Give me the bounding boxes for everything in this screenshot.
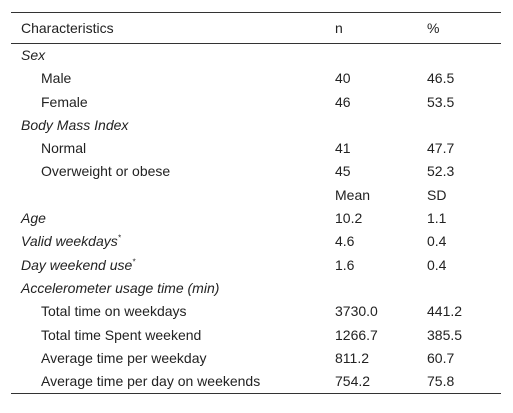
value-percent-or-sd: 1.1 [427, 210, 447, 227]
value-percent-or-sd: 441.2 [427, 303, 463, 320]
table-row: Average time per weekday 811.2 60.7 [11, 347, 501, 370]
footnote-marker: * [132, 257, 136, 267]
table-row: Accelerometer usage time (min) [11, 277, 501, 300]
row-label: Total time Spent weekend [41, 324, 201, 347]
table-row: Overweight or obese 45 52.3 [11, 160, 501, 183]
characteristics-table: Characteristics n % Sex Male 40 46.5 Female 4… [11, 12, 501, 395]
row-label: Overweight or obese [41, 160, 170, 183]
row-label-text: Accelerometer usage time (min) [21, 279, 220, 296]
row-label: Average time per weekday [41, 347, 207, 370]
table-row: Mean SD [11, 184, 501, 207]
value-percent-or-sd: 47.7 [427, 140, 455, 157]
value-n-or-mean: 1266.7 [335, 326, 378, 343]
value-n-or-mean: 10.2 [335, 210, 363, 227]
row-label-text: Average time per weekday [41, 349, 207, 366]
table-header-row: Characteristics n % [11, 13, 501, 44]
value-percent-or-sd: 60.7 [427, 349, 455, 366]
table-row: Valid weekdays* 4.6 0.4 [11, 230, 501, 253]
table-row: Female 46 53.5 [11, 91, 501, 114]
value-percent-or-sd: 0.4 [427, 233, 447, 250]
row-label-text: Total time Spent weekend [41, 326, 202, 343]
table-row: Total time on weekdays 3730.0 441.2 [11, 300, 501, 323]
value-percent-or-sd: 46.5 [427, 70, 455, 87]
header-n: n [335, 20, 343, 36]
row-label: Sex [21, 44, 45, 67]
table-row: Average time per day on weekends 754.2 75.… [11, 370, 501, 393]
value-n-or-mean: 41 [335, 140, 351, 157]
row-label-text: Age [21, 210, 46, 227]
value-n-or-mean: 40 [335, 70, 351, 87]
table-row: Age 10.2 1.1 [11, 207, 501, 230]
row-label-text: Sex [21, 47, 46, 63]
row-label-text: Overweight or obese [41, 163, 171, 180]
value-n-or-mean: 1.6 [335, 256, 355, 273]
row-label-text: Day weekend use [21, 256, 133, 273]
row-label: Female [41, 91, 88, 114]
table-row: Male 40 46.5 [11, 67, 501, 90]
row-label-text: Normal [41, 140, 87, 157]
value-n-or-mean: 46 [335, 93, 351, 110]
row-label: Accelerometer usage time (min) [21, 277, 219, 300]
table-row: Body Mass Index [11, 114, 501, 137]
value-percent-or-sd: 75.8 [427, 373, 455, 390]
row-label: Age [21, 207, 46, 230]
value-percent-or-sd: 0.4 [427, 256, 447, 273]
table-row: Total time Spent weekend 1266.7 385.5 [11, 324, 501, 347]
table-row: Sex [11, 44, 501, 67]
subheader-mean: Mean [335, 186, 371, 203]
value-n-or-mean: 4.6 [335, 233, 355, 250]
value-n-or-mean: 3730.0 [335, 303, 378, 320]
table-row: Day weekend use* 1.6 0.4 [11, 254, 501, 277]
row-label-text: Total time on weekdays [41, 303, 187, 320]
row-label: Body Mass Index [21, 114, 128, 137]
value-percent-or-sd: 385.5 [427, 326, 463, 343]
row-label: Male [41, 67, 71, 90]
row-label-text: Average time per day on weekends [41, 373, 261, 390]
row-label: Valid weekdays* [21, 230, 121, 253]
footnote-marker: * [117, 233, 121, 243]
header-percent: % [427, 20, 440, 36]
table-body: Sex Male 40 46.5 Female 46 53.5 Body Mass Index… [11, 44, 501, 393]
row-label: Day weekend use* [21, 254, 135, 277]
row-label: Normal [41, 137, 86, 160]
value-n-or-mean: 811.2 [335, 349, 369, 366]
row-label: Average time per day on weekends [41, 370, 260, 393]
value-percent-or-sd: 53.5 [427, 93, 455, 110]
value-n-or-mean: 45 [335, 163, 351, 180]
value-percent-or-sd: 52.3 [427, 163, 455, 180]
value-n-or-mean: 754.2 [335, 373, 371, 390]
table-row: Normal 41 47.7 [11, 137, 501, 160]
header-characteristics: Characteristics [21, 20, 114, 36]
subheader-sd: SD [427, 186, 447, 203]
row-label-text: Female [41, 93, 88, 110]
row-label-text: Valid weekdays [21, 233, 118, 250]
row-label: Total time on weekdays [41, 300, 187, 323]
row-label-text: Male [41, 70, 72, 87]
row-label-text: Body Mass Index [21, 116, 129, 133]
